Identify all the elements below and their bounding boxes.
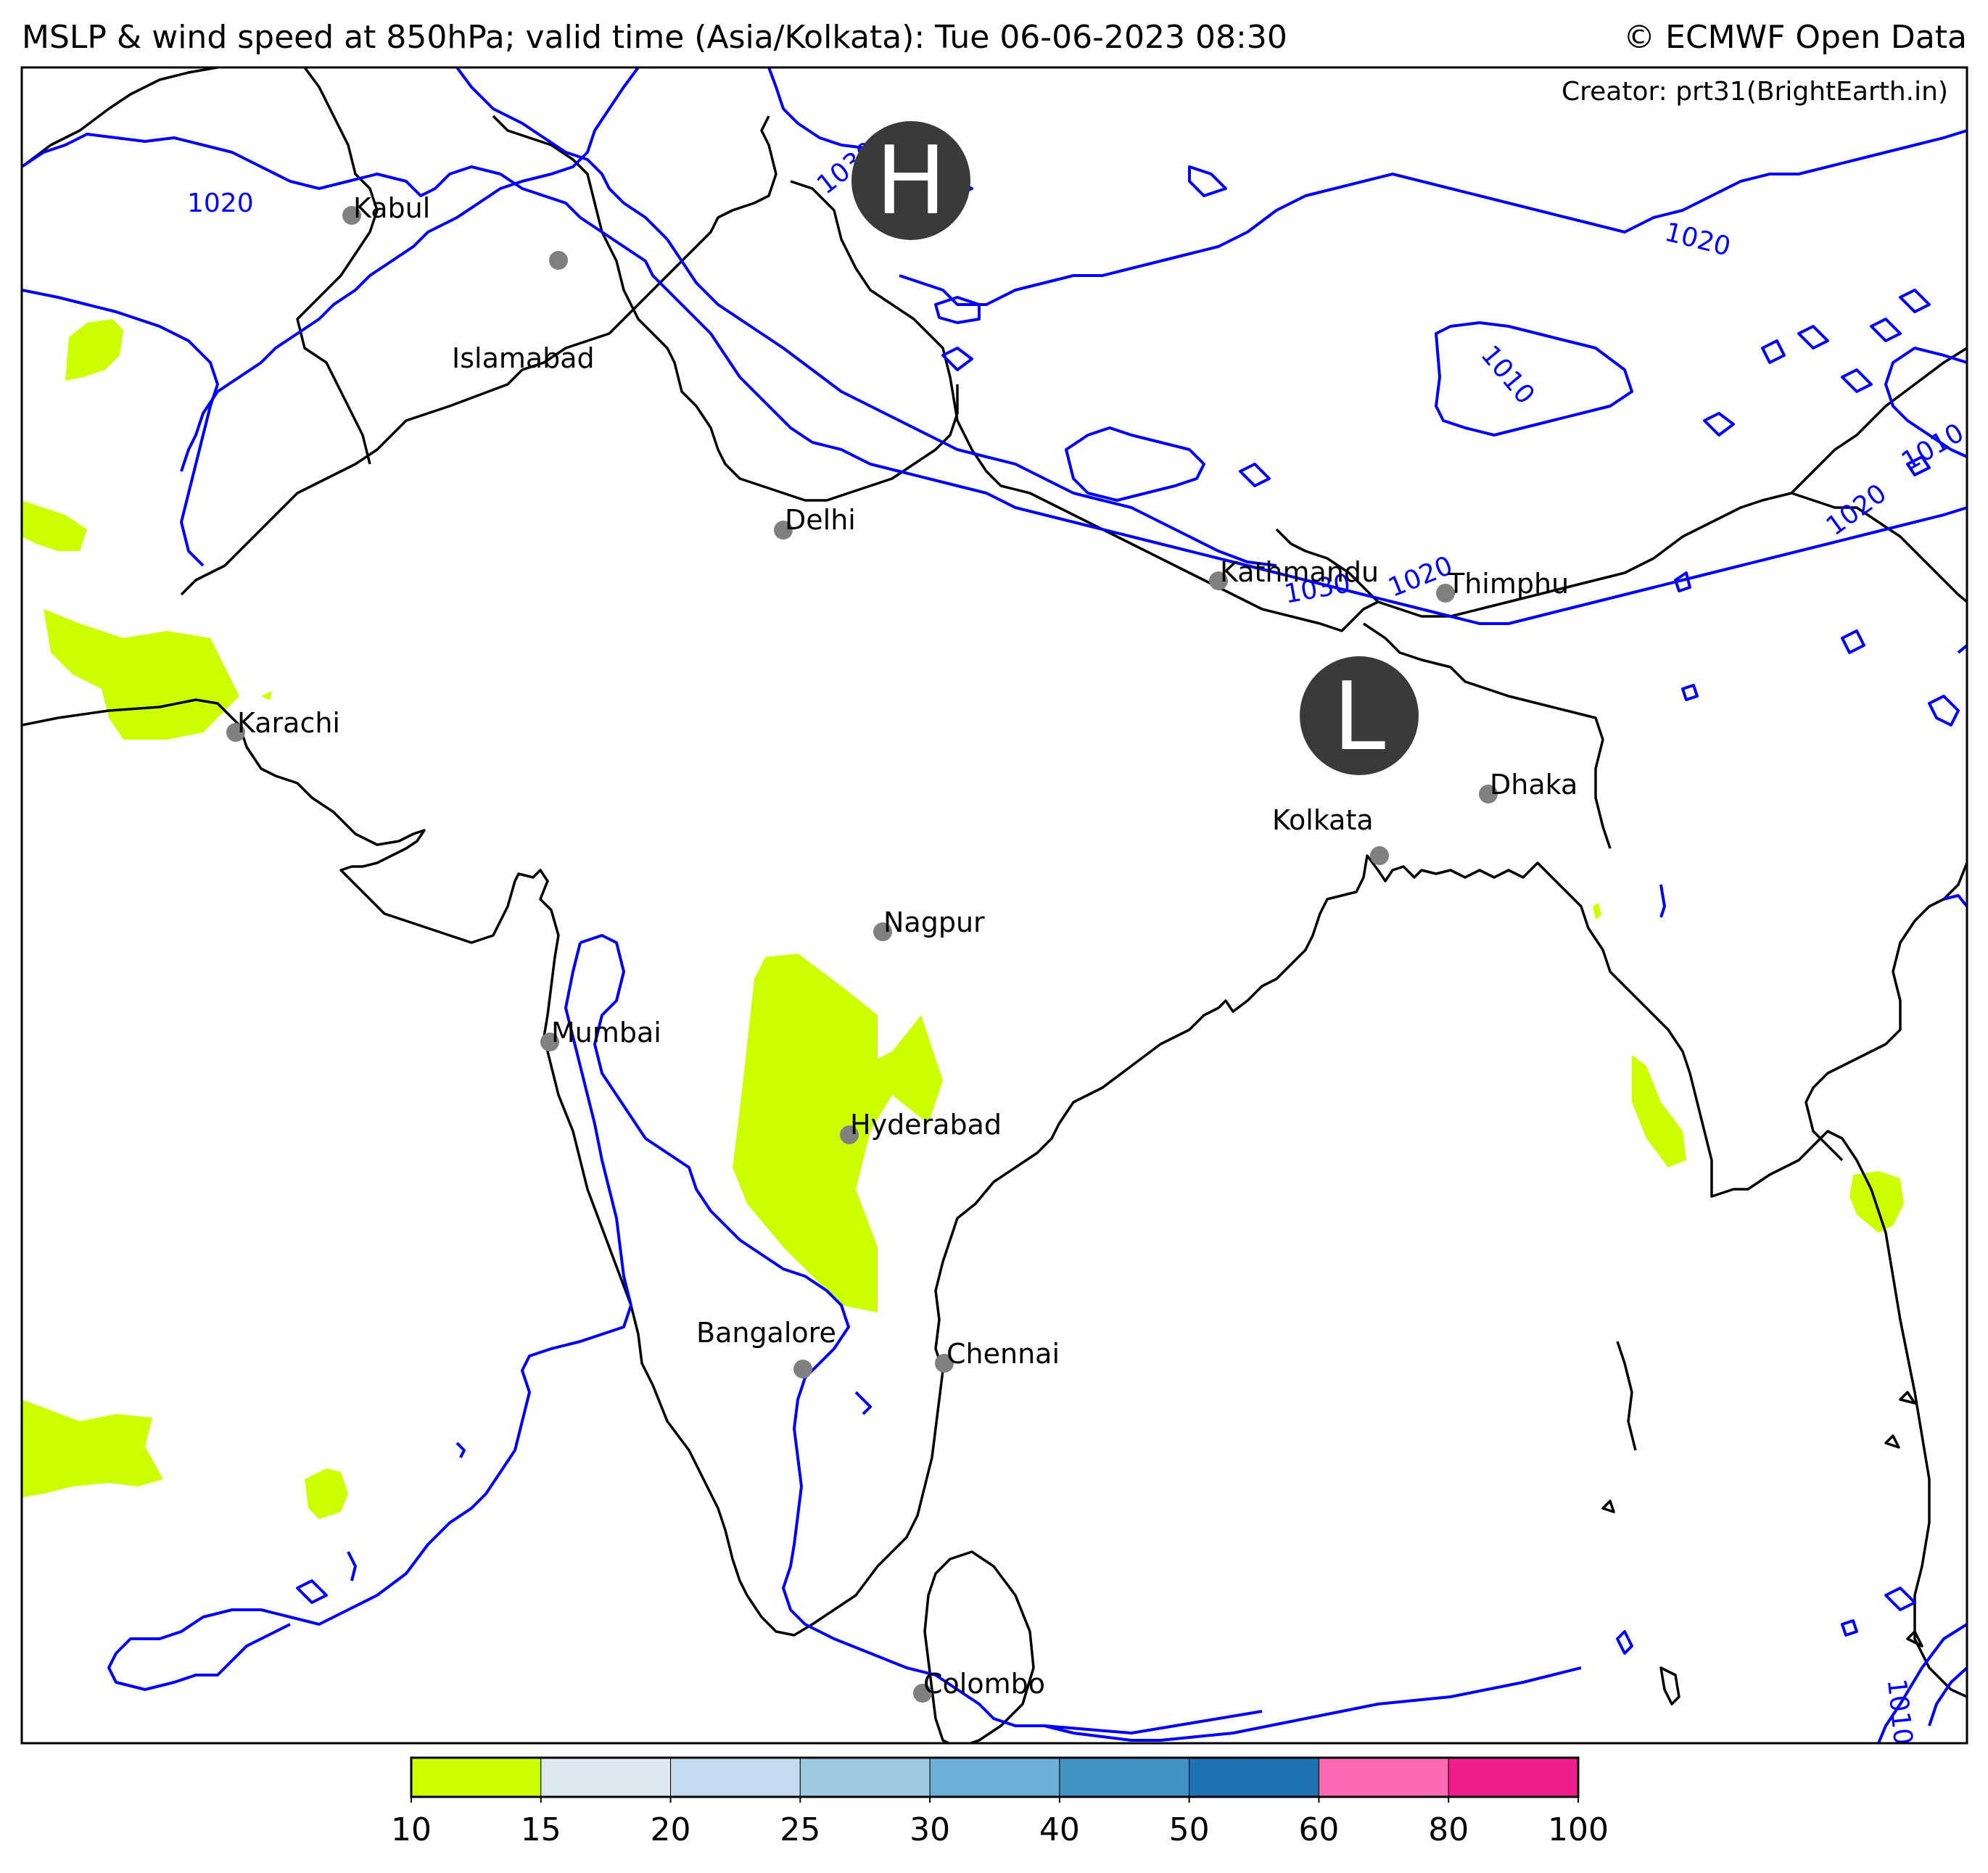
colorbar-tick-label: 30 xyxy=(910,1811,950,1848)
colorbar-tick-label: 80 xyxy=(1428,1811,1469,1848)
city-label-dhaka: Dhaka xyxy=(1490,769,1577,801)
colorbar-tick-label: 10 xyxy=(391,1811,432,1848)
city-marker xyxy=(793,1360,812,1378)
isobar-label: 1010 xyxy=(1474,340,1540,410)
colorbar-cell xyxy=(1189,1757,1319,1798)
isobar-label: 1020 xyxy=(1821,479,1892,542)
city-label-chennai: Chennai xyxy=(946,1338,1060,1370)
low-pressure-letter: L xyxy=(1333,661,1385,772)
city-marker xyxy=(913,1684,932,1703)
city-marker xyxy=(1479,785,1498,803)
city-marker xyxy=(540,1033,559,1051)
city-label-kabul: Kabul xyxy=(353,192,430,224)
colorbar-cell xyxy=(411,1757,542,1798)
city-label-mumbai: Mumbai xyxy=(551,1017,661,1049)
colorbar-cell xyxy=(1059,1757,1190,1798)
wind-speed-fill xyxy=(22,319,1904,1519)
city-label-nagpur: Nagpur xyxy=(883,906,985,938)
colorbar-tick-label: 40 xyxy=(1039,1811,1080,1848)
city-marker xyxy=(1436,584,1455,603)
colorbar-tick-label: 25 xyxy=(780,1811,820,1848)
colorbar-cell xyxy=(929,1757,1060,1798)
colorbar-tick-label: 15 xyxy=(521,1811,561,1848)
isobars xyxy=(22,67,1967,1743)
isobar-label: 1010 xyxy=(1897,418,1969,476)
city-marker xyxy=(1370,846,1389,865)
city-marker xyxy=(935,1354,954,1373)
city-marker xyxy=(774,521,793,539)
colorbar-tick-label: 60 xyxy=(1298,1811,1339,1848)
city-label-kathmandu: Kathmandu xyxy=(1220,556,1379,588)
city-marker xyxy=(549,251,568,270)
colorbar-tick-label: 50 xyxy=(1169,1811,1210,1848)
colorbar-tick-label: 100 xyxy=(1548,1811,1609,1848)
colorbar-tick-label: 20 xyxy=(651,1811,691,1848)
colorbar: 10 15 20 25 30 40 50 60 80 100 xyxy=(391,1756,1609,1848)
city-label-colombo: Colombo xyxy=(923,1668,1045,1700)
colorbar-cell xyxy=(1318,1757,1449,1798)
colorbar-cell xyxy=(1448,1757,1579,1798)
city-marker xyxy=(873,922,892,941)
isobar-label: 1020 xyxy=(187,189,254,218)
map-title: MSLP & wind speed at 850hPa; valid time … xyxy=(22,19,1287,56)
credit-text: © ECMWF Open Data xyxy=(1623,19,1967,56)
isobar-label: 1020 xyxy=(1662,218,1733,262)
city-marker xyxy=(342,206,361,225)
colorbar-frame xyxy=(410,1756,1580,1798)
colorbar-cell xyxy=(540,1757,672,1798)
city-label-kolkata: Kolkata xyxy=(1272,804,1374,836)
colorbar-cell xyxy=(799,1757,931,1798)
high-pressure-letter: H xyxy=(875,125,946,236)
city-label-hyderabad: Hyderabad xyxy=(850,1109,1002,1141)
city-label-karachi: Karachi xyxy=(237,707,340,739)
high-pressure-marker: H xyxy=(851,121,970,240)
city-label-delhi: Delhi xyxy=(785,504,856,536)
isobar-labels: 1020 1030 1020 1010 1010 1020 1030 1020 … xyxy=(187,136,1969,1746)
low-pressure-marker: L xyxy=(1300,656,1419,775)
city-marker xyxy=(840,1125,859,1144)
creator-text: Creator: prt31(BrightEarth.in) xyxy=(1562,77,1948,107)
city-label-islamabad: Islamabad xyxy=(452,342,595,374)
city-label-bangalore: Bangalore xyxy=(696,1317,836,1349)
city-labels: Kabul Islamabad Delhi Kathmandu Thimphu … xyxy=(237,192,1577,1700)
city-marker xyxy=(1209,571,1228,590)
coastlines xyxy=(22,67,1967,1743)
city-label-thimphu: Thimphu xyxy=(1447,568,1569,600)
city-markers xyxy=(226,206,1498,1703)
map-frame xyxy=(20,66,1968,1745)
isobar-label: 1010 xyxy=(1881,1677,1918,1746)
city-marker xyxy=(226,723,245,742)
colorbar-cell xyxy=(670,1757,801,1798)
